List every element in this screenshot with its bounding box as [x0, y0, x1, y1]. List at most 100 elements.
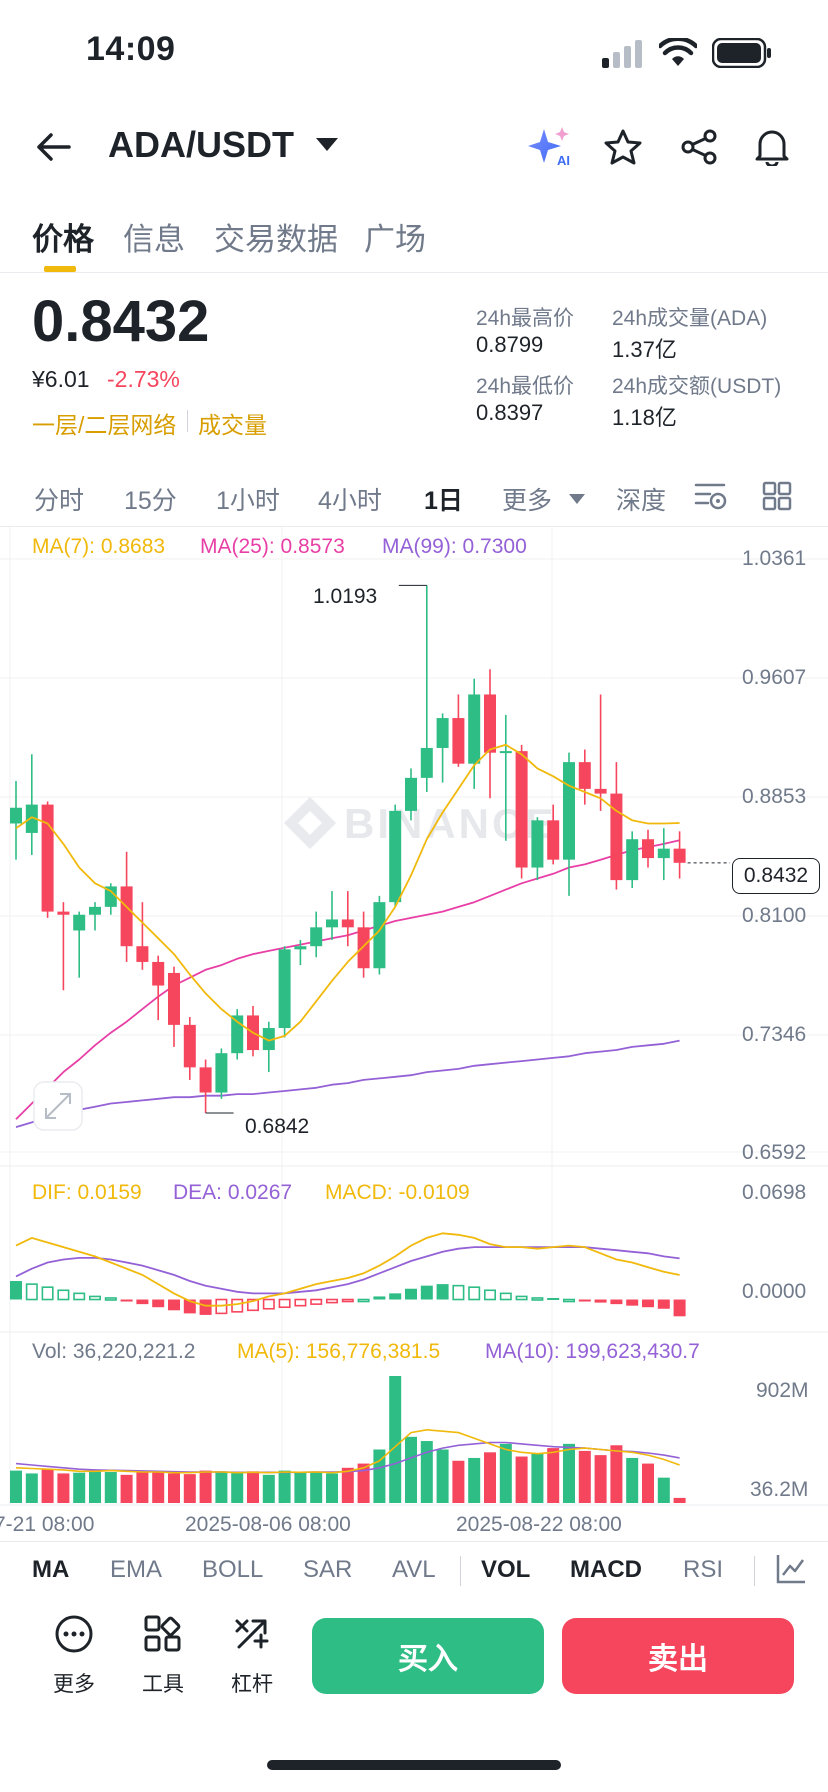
macd-dif-line	[15, 1232, 680, 1307]
share-icon[interactable]	[676, 124, 722, 170]
candle-body	[183, 1024, 196, 1068]
volume-bar	[578, 1450, 591, 1503]
indicator-vol[interactable]: VOL	[481, 1556, 531, 1583]
tab-trading-data[interactable]: 交易数据	[214, 222, 338, 257]
candle	[231, 1009, 244, 1060]
layout-grid-icon[interactable]	[762, 481, 792, 516]
interval-more[interactable]: 更多	[502, 487, 553, 515]
leverage-button[interactable]: 杠杆	[212, 1614, 292, 1698]
price-change: -2.73%	[107, 366, 180, 392]
macd-axis-label: 0.0000	[742, 1280, 807, 1303]
candle	[341, 891, 354, 947]
star-icon[interactable]	[600, 124, 646, 170]
indicator-settings-icon[interactable]	[775, 1553, 807, 1590]
caret-down-icon[interactable]	[316, 138, 338, 157]
candle	[499, 714, 512, 841]
ai-sparkle-icon[interactable]: AI	[526, 124, 576, 170]
pair-title[interactable]: ADA/USDT	[108, 124, 294, 165]
candle-body	[594, 788, 607, 794]
volume-bar	[262, 1474, 275, 1503]
macd-bar	[436, 1284, 449, 1300]
interval-timeline[interactable]: 分时	[34, 487, 85, 515]
interval-4h[interactable]: 4小时	[318, 487, 382, 515]
tag-layer-network[interactable]: 一层/二层网络	[32, 412, 177, 438]
indicator-sar[interactable]: SAR	[303, 1556, 353, 1583]
macd-bar	[483, 1289, 496, 1301]
tab-info[interactable]: 信息	[123, 222, 185, 257]
candlestick-chart[interactable]: BINANCE	[0, 527, 828, 1512]
cny-price: ¥6.01	[32, 366, 90, 392]
macd-bar	[673, 1299, 686, 1317]
ma25-label: MA(25): 0.8573	[200, 535, 345, 558]
tools-button[interactable]: 工具	[123, 1614, 203, 1698]
more-caret-icon[interactable]	[569, 491, 585, 509]
indicator-macd[interactable]: MACD	[570, 1556, 642, 1583]
candle	[168, 966, 180, 1047]
candle-body	[642, 839, 654, 859]
indicator-ema[interactable]: EMA	[110, 1556, 163, 1583]
macd-dif-label: DIF: 0.0159	[32, 1181, 142, 1204]
macd-bar	[89, 1295, 102, 1301]
macd-bar	[262, 1298, 275, 1310]
candle-body	[515, 751, 528, 868]
indicator-group-divider	[460, 1556, 461, 1586]
ma7-label: MA(7): 0.8683	[32, 535, 166, 558]
macd-bar	[41, 1286, 54, 1301]
macd-bar	[231, 1298, 244, 1313]
leverage-icon	[233, 1615, 271, 1658]
volume-bar	[642, 1463, 654, 1503]
sell-button[interactable]: 卖出	[562, 1618, 794, 1694]
candle	[452, 694, 465, 767]
volume-bar	[231, 1472, 244, 1503]
candle	[73, 911, 86, 978]
macd-bar	[120, 1299, 133, 1302]
volume-bar	[294, 1472, 307, 1503]
volume-bar	[183, 1474, 196, 1503]
indicator-avl[interactable]: AVL	[392, 1556, 436, 1583]
interval-15m[interactable]: 15分	[124, 487, 177, 515]
candle-body	[436, 718, 449, 748]
low-price-marker: 0.6842	[245, 1115, 310, 1138]
volume-bar	[136, 1470, 149, 1503]
candle	[278, 946, 291, 1038]
bell-icon[interactable]	[749, 124, 795, 170]
vol-quote-value: 1.18亿	[612, 405, 677, 430]
indicator-rsi[interactable]: RSI	[683, 1556, 724, 1583]
last-price-tag[interactable]: 0.8432	[732, 858, 820, 894]
more-menu-button[interactable]: 更多	[34, 1614, 114, 1698]
volume-bar	[452, 1460, 465, 1503]
candle-body	[405, 777, 417, 811]
candle-body	[199, 1067, 212, 1093]
chart-settings-icon[interactable]	[694, 480, 728, 517]
time-axis-label: 2025-08-22 08:00	[456, 1513, 622, 1536]
more-label: 更多	[53, 1673, 95, 1696]
candle	[436, 713, 449, 783]
macd-bar	[373, 1296, 386, 1300]
volume-bar	[215, 1471, 228, 1503]
candle-body	[310, 927, 323, 947]
buy-button[interactable]: 买入	[312, 1618, 544, 1694]
macd-bar	[531, 1297, 544, 1301]
macd-bar	[389, 1293, 402, 1300]
tab-price[interactable]: 价格	[32, 222, 94, 257]
macd-bar	[183, 1299, 196, 1314]
indicator-boll[interactable]: BOLL	[202, 1556, 264, 1583]
candle	[294, 939, 307, 966]
candle-body	[389, 810, 402, 903]
last-price: 0.8432	[32, 289, 210, 354]
volume-bar	[436, 1449, 449, 1503]
back-arrow-icon[interactable]	[30, 124, 76, 170]
indicator-ma[interactable]: MA	[32, 1556, 70, 1583]
candle-body	[326, 919, 338, 928]
interval-1h[interactable]: 1小时	[216, 487, 280, 515]
interval-1d[interactable]: 1日	[424, 487, 463, 515]
depth-tab[interactable]: 深度	[616, 487, 667, 515]
macd-bar	[420, 1285, 433, 1300]
wifi-icon	[657, 36, 699, 73]
fullscreen-icon[interactable]	[33, 1081, 83, 1131]
price-axis-label: 0.8853	[742, 785, 807, 808]
tag-volume[interactable]: 成交量	[198, 412, 267, 438]
volume-bar	[420, 1441, 433, 1503]
volume-bar	[626, 1457, 639, 1503]
tab-square[interactable]: 广场	[364, 222, 426, 257]
